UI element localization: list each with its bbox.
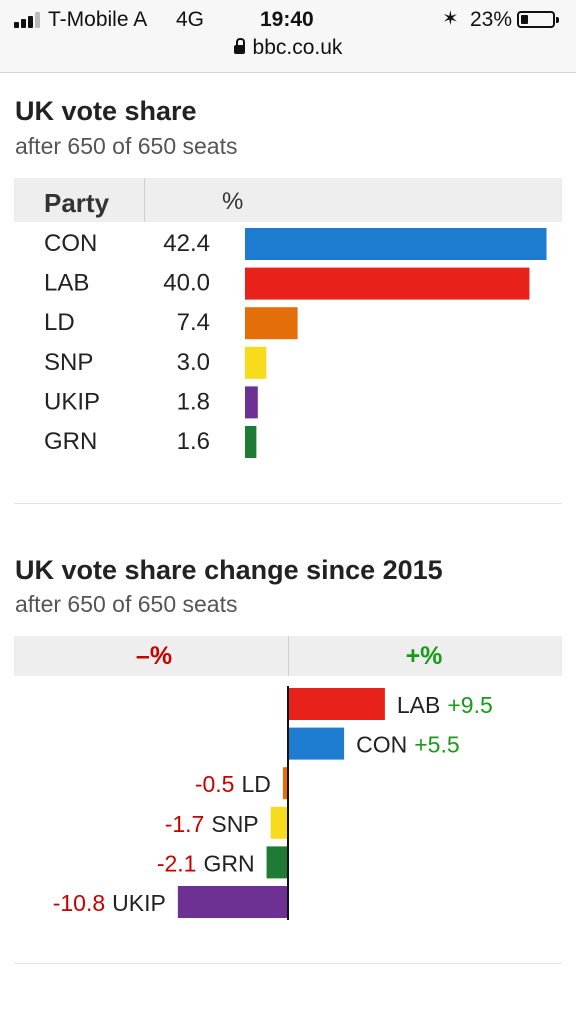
vote-change-table-header: –% +% bbox=[14, 636, 562, 676]
change-label: -0.5 LD bbox=[195, 771, 271, 797]
section-divider bbox=[14, 503, 562, 504]
bar-grn bbox=[245, 426, 257, 458]
change-bar-ukip bbox=[177, 886, 288, 918]
vote-change-title: UK vote share change since 2015 bbox=[15, 555, 443, 585]
status-bar: T-Mobile A 4G 19:40 ✶ 23% bbc.co.uk bbox=[0, 0, 576, 73]
percent-column-header: % bbox=[222, 188, 244, 215]
vote-share-table-header: Party % bbox=[14, 178, 562, 222]
party-column-header: Party bbox=[44, 188, 110, 218]
party-label: UKIP bbox=[44, 388, 100, 415]
bar-ukip bbox=[245, 386, 258, 419]
change-value: -0.5 bbox=[195, 771, 235, 797]
party-label: LAB bbox=[44, 270, 89, 297]
vote-change-chart: LAB +9.5 CON +5.5 -0.5 LD -1.7 SNP -2.1 GRN -10.8 U… bbox=[53, 686, 493, 920]
party-label: LAB bbox=[397, 692, 440, 718]
carrier-name: T-Mobile A bbox=[48, 8, 148, 31]
change-bar-snp bbox=[270, 806, 288, 839]
change-value: +5.5 bbox=[414, 732, 459, 758]
bar-lab bbox=[245, 267, 530, 300]
clock: 19:40 bbox=[260, 8, 314, 31]
battery-level bbox=[521, 15, 528, 24]
lock-icon bbox=[233, 38, 245, 54]
change-bar-con bbox=[288, 727, 345, 760]
change-label: -10.8 UKIP bbox=[53, 890, 166, 916]
section-divider bbox=[14, 963, 562, 964]
address-bar[interactable]: bbc.co.uk bbox=[0, 36, 576, 60]
change-label: -1.7 SNP bbox=[165, 811, 259, 837]
network-type: 4G bbox=[176, 8, 205, 31]
party-label: SNP bbox=[44, 349, 93, 376]
party-label: UKIP bbox=[112, 890, 166, 916]
bar-snp bbox=[245, 346, 267, 379]
change-label: CON +5.5 bbox=[356, 732, 460, 758]
change-value: -10.8 bbox=[53, 890, 105, 916]
column-divider bbox=[144, 178, 145, 222]
change-value: -1.7 bbox=[165, 811, 205, 837]
value-label: 7.4 bbox=[177, 309, 210, 336]
vote-share-chart: CON 42.4 LAB 40.0 LD 7.4 SNP 3.0 UKIP 1.8 GRN 1.6 bbox=[44, 228, 547, 458]
party-label: SNP bbox=[211, 811, 258, 837]
bar-ld bbox=[245, 307, 298, 340]
vote-share-subtitle: after 650 of 650 seats bbox=[15, 133, 238, 159]
url-text: bbc.co.uk bbox=[252, 36, 343, 59]
party-label: LD bbox=[44, 309, 75, 336]
change-label: -2.1 GRN bbox=[157, 850, 255, 876]
value-label: 3.0 bbox=[177, 349, 210, 376]
party-label: GRN bbox=[44, 428, 97, 455]
party-label: CON bbox=[356, 732, 407, 758]
value-label: 1.8 bbox=[177, 388, 210, 415]
battery-percent: 23% bbox=[470, 8, 513, 31]
bluetooth-icon: ✶ bbox=[442, 8, 459, 30]
vote-change-subtitle: after 650 of 650 seats bbox=[15, 591, 238, 617]
change-label: LAB +9.5 bbox=[397, 692, 493, 718]
value-label: 40.0 bbox=[163, 270, 210, 297]
change-value: +9.5 bbox=[447, 692, 492, 718]
party-label: LD bbox=[241, 771, 270, 797]
change-bar-grn bbox=[266, 846, 288, 879]
negative-column-header: –% bbox=[135, 642, 173, 670]
vote-share-title: UK vote share bbox=[15, 96, 197, 126]
bar-con bbox=[245, 228, 547, 260]
value-label: 42.4 bbox=[163, 230, 210, 257]
value-label: 1.6 bbox=[177, 428, 210, 455]
battery-icon bbox=[517, 11, 559, 28]
column-divider bbox=[288, 636, 289, 676]
signal-strength-icon bbox=[14, 12, 46, 28]
party-label: GRN bbox=[203, 850, 254, 876]
change-bar-ld bbox=[282, 767, 288, 800]
change-value: -2.1 bbox=[157, 850, 197, 876]
change-bar-lab bbox=[288, 688, 385, 720]
party-label: CON bbox=[44, 230, 97, 257]
positive-column-header: +% bbox=[405, 642, 443, 670]
